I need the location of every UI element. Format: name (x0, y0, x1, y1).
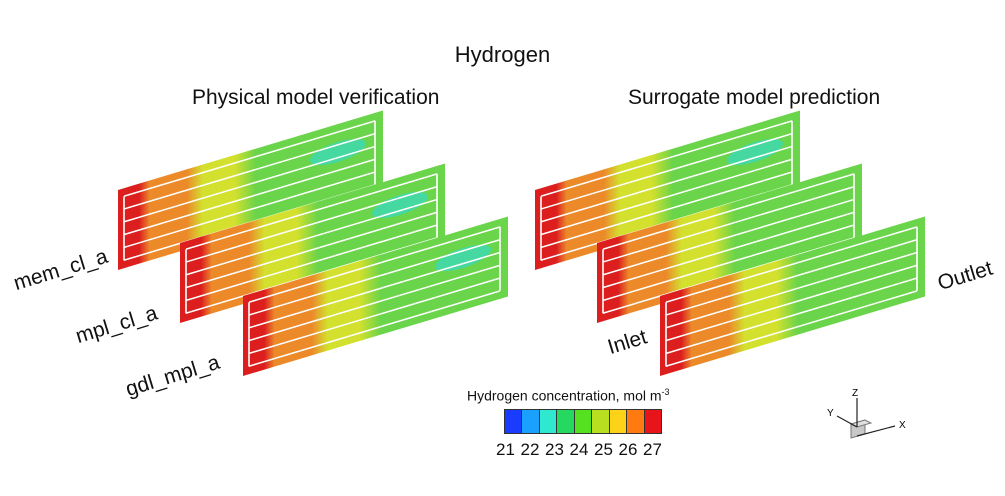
plate-physical-mem-cl-a (118, 110, 383, 270)
legend-swatch (556, 409, 575, 434)
legend-swatch (608, 409, 628, 434)
legend-swatch (504, 409, 523, 434)
low-concentration-region (726, 138, 783, 166)
low-concentration-region (371, 191, 428, 219)
axis-y-line (836, 415, 858, 428)
legend-swatch (626, 409, 645, 434)
left-panel-heading: Physical model verification (192, 86, 440, 109)
axis-x-line (856, 425, 896, 437)
plate-surrogate-gdl-mpl-a (660, 216, 925, 376)
legend-swatch (591, 409, 610, 434)
legend-tick-label: 22 (520, 440, 540, 459)
plate-physical-gdl-mpl-a (243, 216, 508, 376)
axis-x-label: X (899, 420, 906, 431)
legend-tick-label: 26 (618, 440, 638, 459)
low-concentration-region (434, 244, 491, 272)
flow-channel (665, 226, 918, 367)
legend-swatch (538, 409, 558, 434)
legend-swatch (521, 409, 540, 434)
legend-tick-label: 23 (545, 440, 564, 459)
legend-tick-label: 25 (594, 440, 613, 459)
right-panel-heading: Surrogate model prediction (628, 86, 881, 109)
flow-channel (248, 226, 501, 367)
figure-title: Hydrogen (454, 42, 551, 67)
legend-tick-label: 24 (569, 440, 589, 459)
plate-surrogate-mpl-cl-a (597, 163, 862, 323)
legend-swatch (573, 409, 593, 434)
axis-triad: Z X Y (827, 388, 906, 439)
legend-title-superscript: -3 (661, 387, 670, 397)
legend-colorbar (504, 409, 662, 434)
axis-y-label: Y (827, 408, 834, 419)
plate-physical-mpl-cl-a (180, 163, 445, 323)
legend-title-text: Hydrogen concentration, mol m (467, 387, 662, 404)
legend-swatch (643, 409, 662, 434)
axis-z-label: Z (852, 388, 858, 399)
low-concentration-region (309, 138, 366, 166)
legend-title: Hydrogen concentration, mol m-3 (467, 387, 670, 404)
legend-tick-label: 21 (496, 440, 515, 459)
legend-tick-label: 27 (643, 440, 662, 459)
